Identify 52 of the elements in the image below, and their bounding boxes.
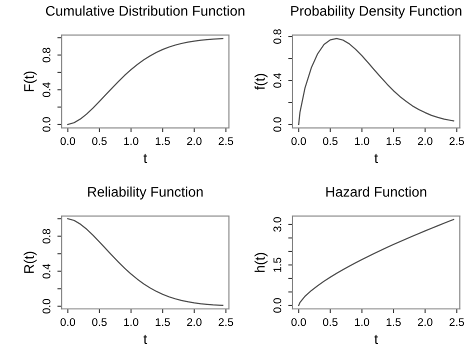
y-tick-label: 0.4 (42, 82, 50, 98)
y-tick-label: 0.8 (42, 48, 50, 62)
x-tick-label: 0.0 (291, 318, 306, 326)
y-tick-label: 3.0 (273, 217, 282, 232)
y-tick-label: 0.0 (273, 117, 282, 132)
x-tick-label: 2.5 (450, 137, 464, 146)
x-tick-label: 1.5 (386, 318, 401, 326)
y-tick-label: 1.5 (274, 258, 282, 272)
x-tick-label: 0.0 (60, 137, 76, 146)
chart-title: Hazard Function (326, 186, 426, 197)
chart-title: Probability Density Function (291, 6, 462, 19)
chart-title: Cumulative Distribution Function (46, 6, 244, 16)
x-tick-label: 2.0 (187, 137, 202, 146)
y-tick-label: 0.4 (273, 73, 282, 88)
x-tick-label: 1.0 (124, 318, 138, 326)
y-tick-label: 0.4 (42, 264, 50, 279)
x-tick-label: 1.5 (386, 137, 401, 146)
y-tick-label: 0.8 (42, 228, 50, 244)
x-axis-title: t (374, 154, 378, 164)
y-tick-label: 0.0 (42, 117, 50, 132)
chart-title: Reliability Function (88, 186, 203, 200)
y-axis-title: f(t) (254, 74, 268, 90)
x-tick-label: 0.0 (291, 137, 306, 146)
x-tick-label: 2.0 (187, 318, 202, 326)
x-tick-label: 1.0 (124, 137, 138, 146)
x-tick-label: 0.5 (323, 137, 338, 146)
y-tick-label: 0.0 (273, 298, 282, 313)
x-tick-label: 0.0 (60, 318, 76, 326)
x-tick-label: 1.5 (156, 318, 170, 326)
x-tick-label: 1.0 (355, 318, 370, 326)
line-series (298, 38, 454, 126)
y-axis-title: R(t) (24, 252, 37, 273)
line-series (67, 38, 224, 126)
x-tick-label: 1.0 (355, 137, 370, 146)
x-tick-label: 2.5 (450, 318, 464, 326)
x-tick-label: 0.5 (92, 318, 107, 326)
x-tick-label: 0.5 (323, 318, 338, 326)
y-tick-label: 0.8 (273, 29, 282, 44)
x-tick-label: 2.0 (418, 318, 432, 326)
x-tick-label: 2.0 (418, 137, 432, 146)
line-series (298, 218, 454, 306)
y-axis-title: h(t) (254, 252, 268, 272)
x-tick-label: 2.5 (218, 137, 234, 146)
line-series (67, 218, 224, 306)
x-axis-title: t (144, 154, 148, 164)
y-axis-title: F(t) (24, 72, 37, 92)
x-tick-label: 2.5 (218, 318, 234, 326)
x-tick-label: 1.5 (156, 137, 170, 146)
y-tick-label: 0.0 (42, 298, 50, 314)
x-axis-title: t (144, 334, 148, 344)
x-tick-label: 0.5 (92, 137, 107, 146)
x-axis-title: t (374, 334, 378, 344)
